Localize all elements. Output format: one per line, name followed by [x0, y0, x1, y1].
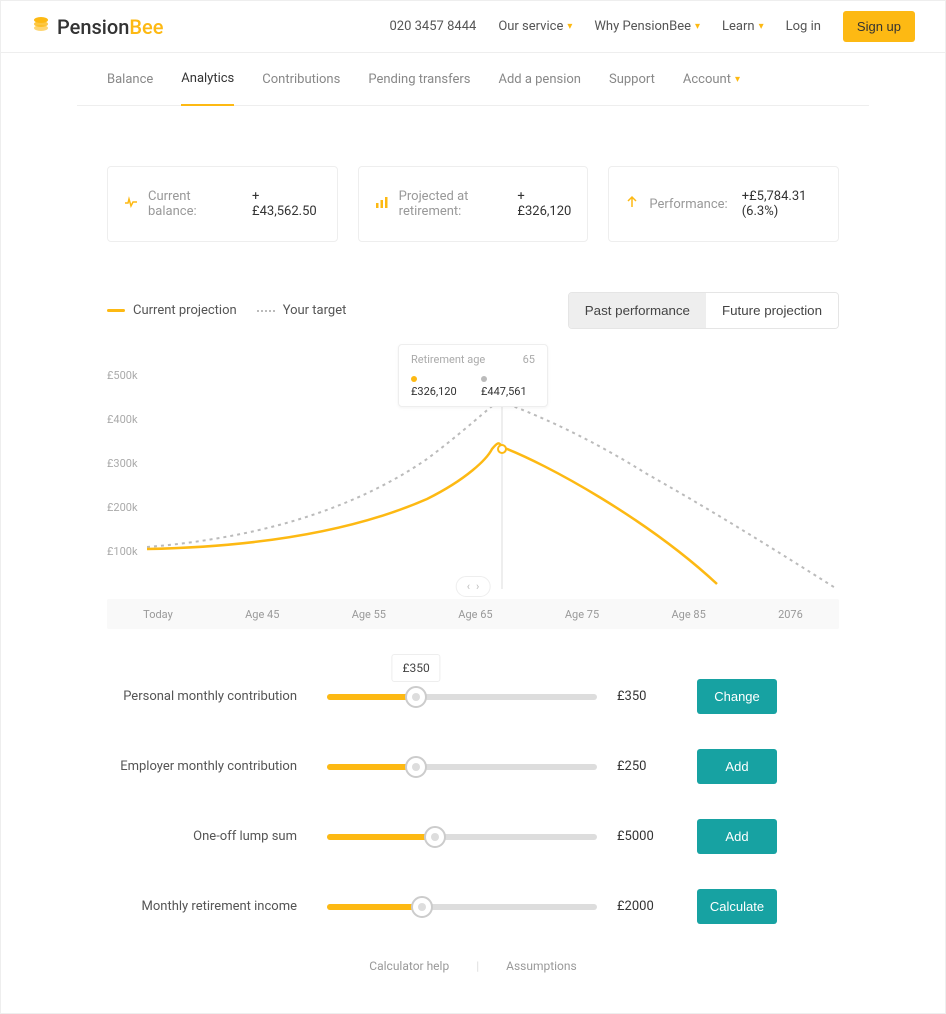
- top-nav: 020 3457 8444 Our service▾ Why PensionBe…: [389, 11, 915, 42]
- dot-icon: [481, 376, 487, 382]
- chevron-down-icon: ▾: [759, 21, 764, 32]
- brand-text-1: Pension: [57, 15, 129, 39]
- chart-tooltip: Retirement age65 £326,120 £447,561: [398, 344, 548, 407]
- card-performance: Performance: +£5,784.31 (6.3%): [608, 166, 839, 242]
- nav-our-service[interactable]: Our service▾: [498, 19, 572, 34]
- slider-action-button[interactable]: Change: [697, 679, 777, 714]
- slider-track[interactable]: £350: [327, 694, 597, 700]
- slider-value: £5000: [617, 829, 677, 844]
- chevron-down-icon: ▾: [695, 21, 700, 32]
- footer-links: Calculator help | Assumptions: [107, 959, 839, 973]
- slider-row: One-off lump sum £5000 Add: [107, 819, 839, 854]
- dotted-line-icon: [257, 310, 275, 312]
- slider-action-button[interactable]: Add: [697, 749, 777, 784]
- toggle-past[interactable]: Past performance: [569, 293, 706, 328]
- signup-button[interactable]: Sign up: [843, 11, 915, 42]
- dot-icon: [411, 376, 417, 382]
- card-projected: Projected at retirement: +£326,120: [358, 166, 589, 242]
- slider-label: Monthly retirement income: [107, 899, 307, 914]
- chevron-left-icon[interactable]: ‹: [467, 580, 470, 593]
- assumptions-link[interactable]: Assumptions: [506, 959, 577, 973]
- brand-text-2: Bee: [129, 15, 163, 39]
- card-label: Performance:: [649, 197, 727, 212]
- arrow-up-icon: [625, 195, 639, 213]
- card-current-balance: Current balance: +£43,562.50: [107, 166, 338, 242]
- tab-account[interactable]: Account▾: [683, 53, 740, 105]
- slider-track[interactable]: [327, 764, 597, 770]
- card-label: Current balance:: [148, 189, 238, 219]
- slider-track[interactable]: [327, 904, 597, 910]
- chevron-down-icon: ▾: [567, 21, 572, 32]
- slider-track[interactable]: [327, 834, 597, 840]
- slider-row: Monthly retirement income £2000 Calculat…: [107, 889, 839, 924]
- slider-tooltip: £350: [391, 654, 440, 682]
- slider-label: Employer monthly contribution: [107, 759, 307, 774]
- legend-row: Current projection Your target Past perf…: [107, 292, 839, 329]
- tab-balance[interactable]: Balance: [107, 53, 153, 105]
- nav-learn[interactable]: Learn▾: [722, 19, 764, 34]
- card-value: +£43,562.50: [252, 189, 321, 219]
- tab-analytics[interactable]: Analytics: [181, 53, 234, 106]
- card-value: +£326,120: [517, 189, 571, 219]
- account-tabs: Balance Analytics Contributions Pending …: [77, 53, 869, 106]
- slider-action-button[interactable]: Calculate: [697, 889, 777, 924]
- tab-pending-transfers[interactable]: Pending transfers: [368, 53, 470, 105]
- chevron-down-icon: ▾: [735, 74, 740, 85]
- x-axis-labels: Today Age 45 Age 55 Age 65 Age 75 Age 85…: [107, 599, 839, 629]
- nav-why[interactable]: Why PensionBee▾: [594, 19, 700, 34]
- y-axis-labels: £500k £400k £300k £200k £100k: [107, 369, 138, 589]
- phone-number[interactable]: 020 3457 8444: [389, 19, 476, 34]
- slider-row: Personal monthly contribution £350 £350 …: [107, 679, 839, 714]
- logo-icon: [31, 14, 51, 39]
- slider-thumb[interactable]: [405, 686, 427, 708]
- divider: |: [476, 959, 479, 973]
- calculator-help-link[interactable]: Calculator help: [369, 959, 449, 973]
- slider-thumb[interactable]: [405, 756, 427, 778]
- contribution-sliders: Personal monthly contribution £350 £350 …: [107, 679, 839, 924]
- slider-thumb[interactable]: [424, 826, 446, 848]
- slider-value: £350: [617, 689, 677, 704]
- logo[interactable]: PensionBee: [31, 14, 163, 39]
- tab-contributions[interactable]: Contributions: [262, 53, 340, 105]
- legend-current: Current projection: [107, 303, 237, 318]
- legend-target: Your target: [257, 303, 347, 318]
- tab-add-pension[interactable]: Add a pension: [498, 53, 581, 105]
- projection-chart: Retirement age65 £326,120 £447,561 £500k…: [107, 339, 839, 629]
- slider-thumb[interactable]: [411, 896, 433, 918]
- chevron-right-icon[interactable]: ›: [476, 580, 479, 593]
- time-toggle: Past performance Future projection: [568, 292, 839, 329]
- toggle-future[interactable]: Future projection: [706, 293, 838, 328]
- slider-label: Personal monthly contribution: [107, 689, 307, 704]
- slider-label: One-off lump sum: [107, 829, 307, 844]
- card-label: Projected at retirement:: [399, 189, 504, 219]
- slider-value: £2000: [617, 899, 677, 914]
- pulse-icon: [124, 195, 138, 213]
- top-header: PensionBee 020 3457 8444 Our service▾ Wh…: [1, 1, 945, 53]
- tab-support[interactable]: Support: [609, 53, 655, 105]
- slider-action-button[interactable]: Add: [697, 819, 777, 854]
- card-value: +£5,784.31 (6.3%): [742, 189, 822, 219]
- chart-nav-arrows[interactable]: ‹›: [456, 576, 491, 597]
- login-link[interactable]: Log in: [786, 19, 821, 34]
- bars-icon: [375, 195, 389, 213]
- stat-cards: Current balance: +£43,562.50 Projected a…: [107, 166, 839, 242]
- slider-row: Employer monthly contribution £250 Add: [107, 749, 839, 784]
- slider-value: £250: [617, 759, 677, 774]
- chart-legend: Current projection Your target: [107, 303, 346, 318]
- solid-line-icon: [107, 309, 125, 312]
